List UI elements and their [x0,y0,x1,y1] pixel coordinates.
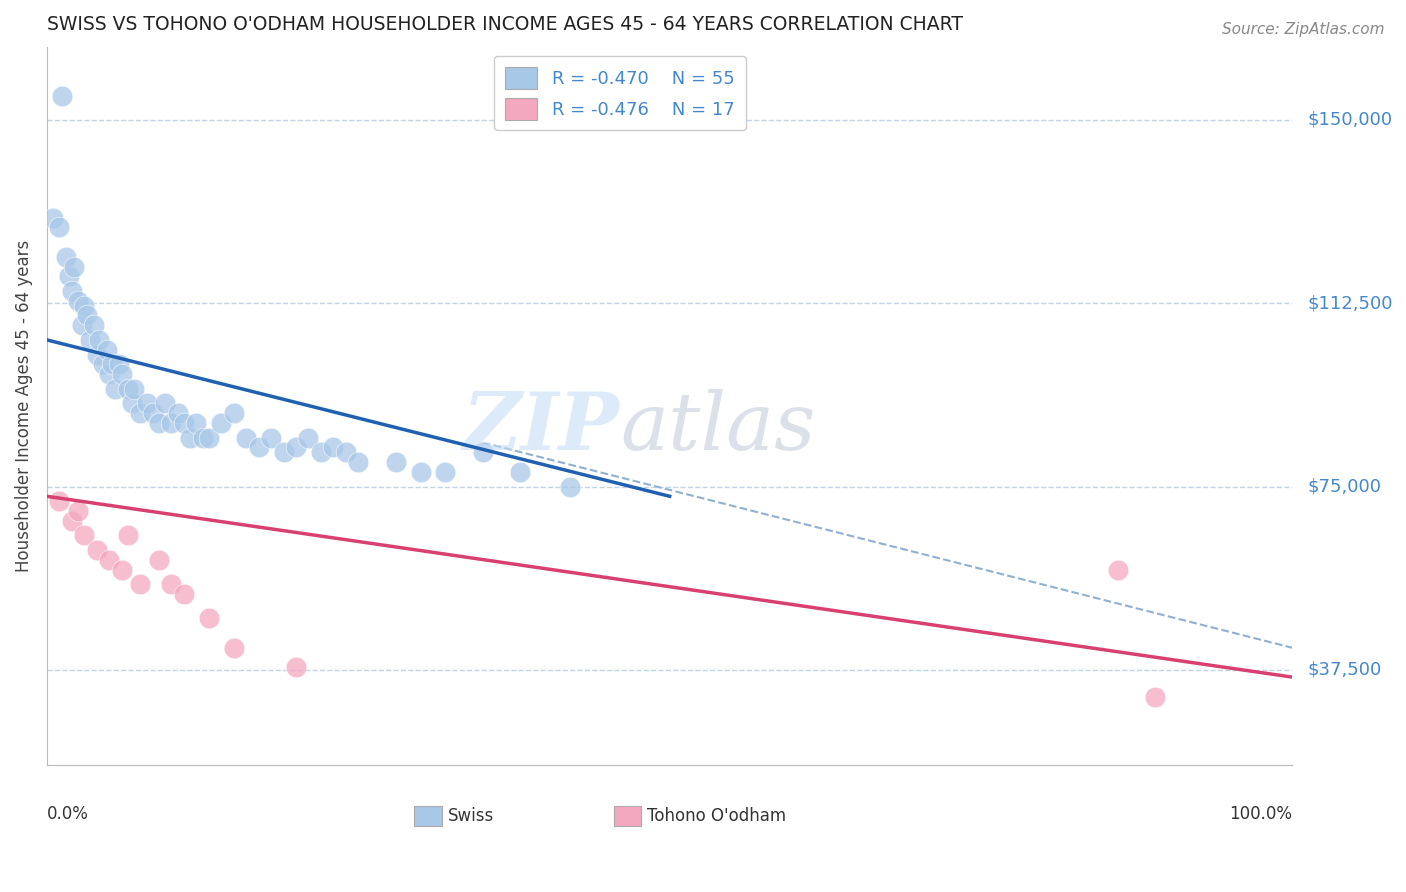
Point [322,441,344,455]
Point [117,528,139,542]
Point [55,250,77,264]
Point [58,269,80,284]
Point [173,416,195,430]
Point [148,416,170,430]
Text: $75,000: $75,000 [1308,477,1381,496]
Point [166,406,188,420]
Point [309,445,332,459]
Point [209,416,232,430]
Point [104,382,127,396]
Text: $112,500: $112,500 [1308,294,1393,312]
Point [73,299,96,313]
Point [235,431,257,445]
Point [91,357,114,371]
Text: $37,500: $37,500 [1308,661,1382,679]
Point [63,260,86,274]
Text: Tohono O'odham: Tohono O'odham [647,807,786,825]
Text: 100.0%: 100.0% [1229,805,1292,822]
Point [1107,563,1129,577]
Point [160,416,183,430]
Point [121,396,143,410]
Point [142,406,165,420]
Point [98,553,121,567]
Point [117,382,139,396]
Point [285,660,308,674]
Point [129,577,152,591]
Point [83,318,105,333]
Text: 0.0%: 0.0% [46,805,89,822]
Point [434,465,457,479]
Point [108,357,131,371]
Point [48,494,70,508]
Point [51,88,73,103]
Point [558,479,581,493]
Y-axis label: Householder Income Ages 45 - 64 years: Householder Income Ages 45 - 64 years [15,240,32,572]
Point [160,577,183,591]
Point [1144,690,1167,704]
Text: atlas: atlas [620,389,815,467]
Point [285,441,308,455]
Point [100,357,122,371]
Text: ZIP: ZIP [463,389,620,467]
Point [297,431,319,445]
Legend: R = -0.470    N = 55, R = -0.476    N = 17: R = -0.470 N = 55, R = -0.476 N = 17 [494,55,745,130]
Point [60,284,83,298]
Point [222,640,245,655]
Point [173,587,195,601]
Point [179,431,201,445]
Text: $150,000: $150,000 [1308,111,1392,129]
Point [86,543,108,558]
Point [273,445,295,459]
Point [471,445,494,459]
Point [66,504,89,518]
Text: Source: ZipAtlas.com: Source: ZipAtlas.com [1222,22,1385,37]
Point [148,553,170,567]
Point [186,416,208,430]
Point [48,220,70,235]
Point [260,431,283,445]
Point [247,441,270,455]
Point [73,528,96,542]
Text: Swiss: Swiss [449,807,494,825]
Point [86,347,108,361]
Point [66,293,89,308]
Point [76,309,98,323]
Point [129,406,152,420]
Point [96,343,118,357]
Point [111,367,134,381]
Point [222,406,245,420]
Point [98,367,121,381]
Point [198,431,221,445]
Point [409,465,432,479]
Point [42,211,65,225]
FancyBboxPatch shape [415,806,441,826]
Point [111,563,134,577]
FancyBboxPatch shape [613,806,641,826]
Point [135,396,157,410]
Text: SWISS VS TOHONO O'ODHAM HOUSEHOLDER INCOME AGES 45 - 64 YEARS CORRELATION CHART: SWISS VS TOHONO O'ODHAM HOUSEHOLDER INCO… [46,15,963,34]
Point [122,382,145,396]
Point [89,333,111,347]
Point [70,318,93,333]
Point [384,455,406,469]
Point [60,514,83,528]
Point [347,455,370,469]
Point [335,445,357,459]
Point [79,333,101,347]
Point [155,396,177,410]
Point [191,431,214,445]
Point [509,465,531,479]
Point [198,611,221,625]
